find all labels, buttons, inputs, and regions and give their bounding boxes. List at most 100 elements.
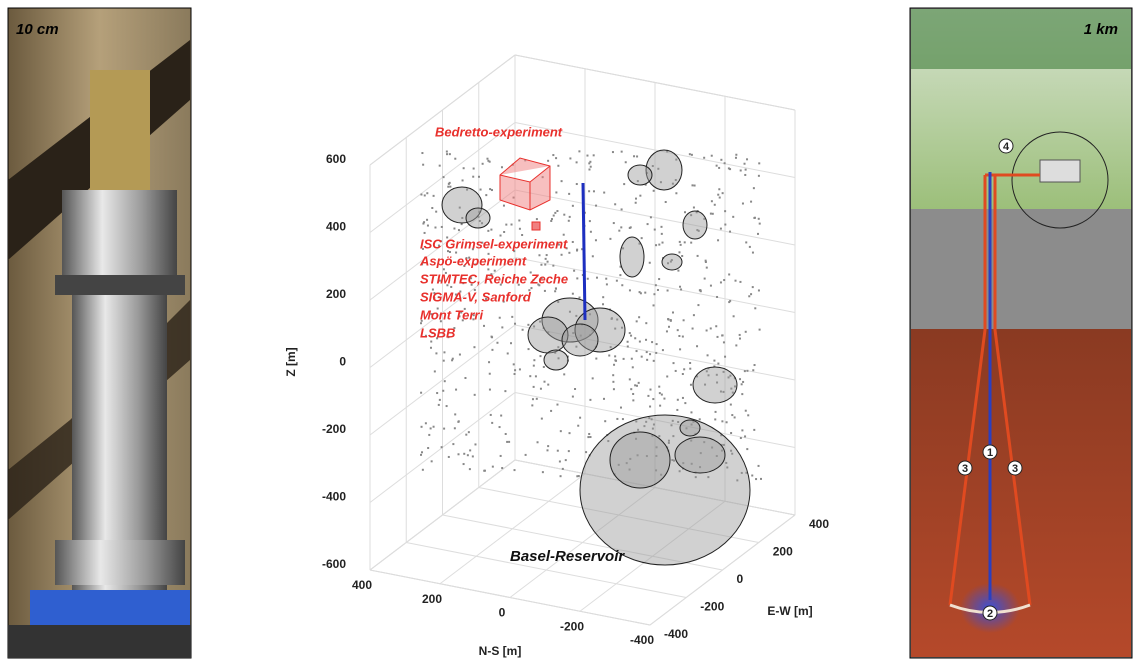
event-dot <box>730 432 732 434</box>
event-dot <box>562 468 564 470</box>
illustration-panel: 1 km 12334 <box>910 8 1132 658</box>
event-dot <box>693 206 695 208</box>
event-dot <box>442 390 444 392</box>
event-dot <box>666 330 668 332</box>
event-dot <box>501 326 503 328</box>
event-dot <box>433 426 435 428</box>
event-dot <box>577 425 579 427</box>
event-dot <box>716 336 718 338</box>
event-dot <box>653 360 655 362</box>
grid-line <box>370 570 650 625</box>
event-dot <box>745 410 747 412</box>
event-dot <box>760 478 762 480</box>
event-dot <box>720 228 722 230</box>
event-dot <box>660 226 662 228</box>
event-dot <box>444 380 446 382</box>
event-dot <box>569 432 571 434</box>
event-dot <box>653 190 655 192</box>
event-dot <box>632 366 634 368</box>
event-dot <box>446 153 448 155</box>
source-ellipse <box>466 208 490 228</box>
event-dot <box>472 176 474 178</box>
event-dot <box>439 399 441 401</box>
event-dot <box>744 435 746 437</box>
event-dot <box>576 183 578 185</box>
event-dot <box>454 158 456 160</box>
event-dot <box>750 293 752 295</box>
figure: 10 cm 1 km 12334 -600-400-20002004006004… <box>0 0 1137 662</box>
event-dot <box>681 255 683 257</box>
scale-label: 10 cm <box>16 21 59 38</box>
event-dot <box>557 450 559 452</box>
event-dot <box>473 346 475 348</box>
event-dot <box>485 194 487 196</box>
event-dot <box>438 404 440 406</box>
event-dot <box>555 191 557 193</box>
event-dot <box>427 447 429 449</box>
event-dot <box>588 162 590 164</box>
event-dot <box>639 291 641 293</box>
source-ellipse <box>628 165 652 185</box>
event-dot <box>667 290 669 292</box>
event-dot <box>514 469 516 471</box>
event-dot <box>603 192 605 194</box>
event-dot <box>420 454 422 456</box>
event-dot <box>446 151 448 153</box>
event-dot <box>574 388 576 390</box>
event-dot <box>579 297 581 299</box>
event-dot <box>633 155 635 157</box>
event-dot <box>489 188 491 190</box>
event-dot <box>677 399 679 401</box>
small-cube <box>532 222 540 230</box>
event-dot <box>684 211 686 213</box>
event-dot <box>543 366 545 368</box>
event-dot <box>547 445 549 447</box>
event-dot <box>707 354 709 356</box>
event-dot <box>647 395 649 397</box>
event-dot <box>439 165 441 167</box>
event-dot <box>645 339 647 341</box>
event-dot <box>519 368 521 370</box>
event-dot <box>629 332 631 334</box>
z-tick-label: 600 <box>326 152 346 166</box>
event-dot <box>745 241 747 243</box>
event-dot <box>662 242 664 244</box>
event-dot <box>496 342 498 344</box>
event-dot <box>744 370 746 372</box>
photo-panel: 10 cm <box>8 8 191 658</box>
z-tick-label: 200 <box>326 287 346 301</box>
event-dot <box>754 364 756 366</box>
event-dot <box>483 470 485 472</box>
event-dot <box>503 205 505 207</box>
event-dot <box>680 288 682 290</box>
event-dot <box>716 165 718 167</box>
event-dot <box>723 279 725 281</box>
event-dot <box>436 392 438 394</box>
event-dot <box>728 273 730 275</box>
annotation: LSBB <box>420 325 455 340</box>
y-tick-label: 200 <box>773 545 793 559</box>
event-dot <box>458 453 460 455</box>
event-dot <box>649 389 651 391</box>
y-tick-label: 0 <box>737 572 744 586</box>
event-dot <box>504 390 506 392</box>
event-dot <box>729 300 731 302</box>
source-ellipse <box>646 150 682 190</box>
event-dot <box>449 182 451 184</box>
event-dot <box>532 398 534 400</box>
event-dot <box>602 303 604 305</box>
event-dot <box>563 214 565 216</box>
event-dot <box>540 388 542 390</box>
event-dot <box>735 280 737 282</box>
event-dot <box>539 355 541 357</box>
event-dot <box>508 441 510 443</box>
event-dot <box>573 270 575 272</box>
event-dot <box>590 166 592 168</box>
event-dot <box>443 360 445 362</box>
event-dot <box>579 417 581 419</box>
event-dot <box>602 296 604 298</box>
event-dot <box>677 329 679 331</box>
event-dot <box>614 203 616 205</box>
event-dot <box>563 234 565 236</box>
event-dot <box>449 186 451 188</box>
